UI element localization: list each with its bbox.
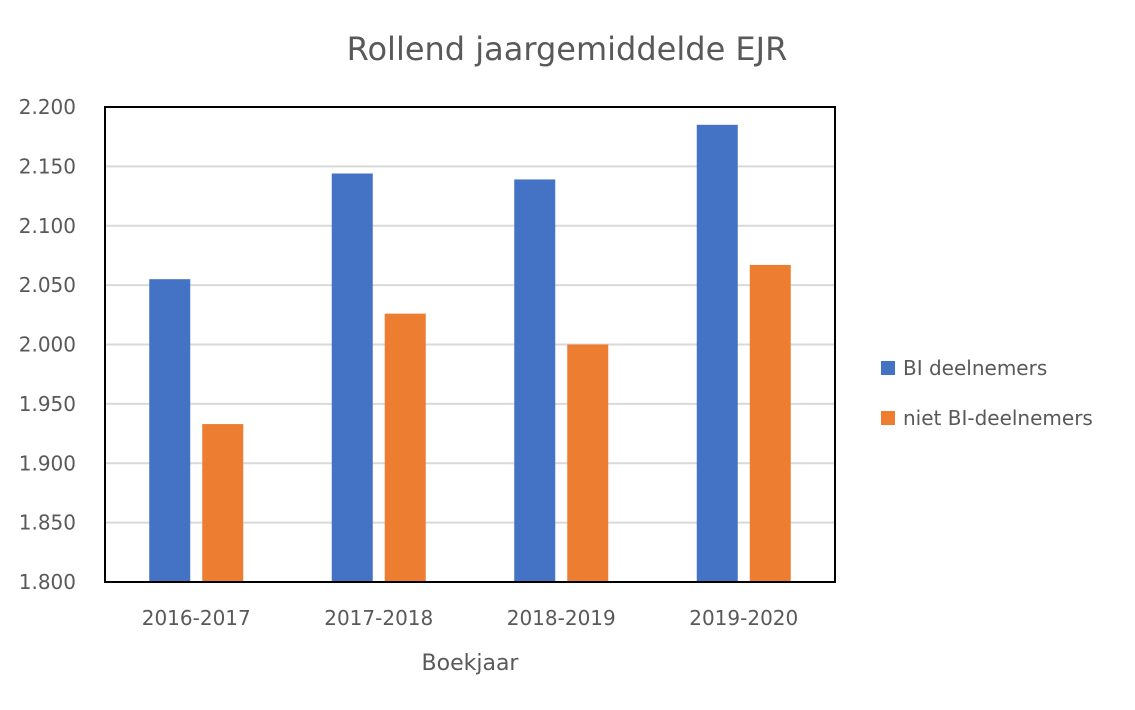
bar-niet-bi-deelnemers-2016-2017 <box>202 424 244 582</box>
y-tick-label: 2.050 <box>19 273 76 297</box>
x-tick-label: 2019-2020 <box>689 606 798 630</box>
bar-niet-bi-deelnemers-2017-2018 <box>384 313 426 582</box>
bar-bi-deelnemers-2017-2018 <box>331 173 373 582</box>
bars <box>149 124 791 582</box>
legend-label: BI deelnemers <box>903 356 1047 380</box>
x-tick-label: 2016-2017 <box>142 606 251 630</box>
legend-label: niet BI-deelnemers <box>903 406 1093 430</box>
bar-niet-bi-deelnemers-2019-2020 <box>749 264 791 582</box>
y-tick-label: 2.100 <box>19 214 76 238</box>
bar-niet-bi-deelnemers-2018-2019 <box>567 344 609 582</box>
y-tick-label: 1.800 <box>19 570 76 594</box>
y-tick-label: 2.000 <box>19 333 76 357</box>
y-tick-label: 1.900 <box>19 451 76 475</box>
legend-swatch <box>881 361 895 375</box>
plot-area-border <box>104 106 836 583</box>
legend-swatch <box>881 411 895 425</box>
x-tick-label: 2017-2018 <box>324 606 433 630</box>
y-tick-label: 1.850 <box>19 511 76 535</box>
y-axis-ticks: 1.800 1.850 1.900 1.950 2.000 2.050 2.100 2.150… <box>19 95 76 594</box>
bar-bi-deelnemers-2019-2020 <box>696 124 738 582</box>
bar-bi-deelnemers-2018-2019 <box>514 179 556 582</box>
y-tick-label: 2.200 <box>19 95 76 119</box>
y-tick-label: 1.950 <box>19 392 76 416</box>
chart-title: Rollend jaargemiddelde EJR <box>347 30 788 68</box>
x-axis-ticks: 2016-2017 2017-2018 2018-2019 2019-2020 <box>142 606 799 630</box>
legend: BI deelnemers niet BI-deelnemers <box>881 356 1093 430</box>
y-tick-label: 2.150 <box>19 154 76 178</box>
x-axis-label: Boekjaar <box>422 651 520 676</box>
x-tick-label: 2018-2019 <box>507 606 616 630</box>
bar-bi-deelnemers-2016-2017 <box>149 279 191 582</box>
